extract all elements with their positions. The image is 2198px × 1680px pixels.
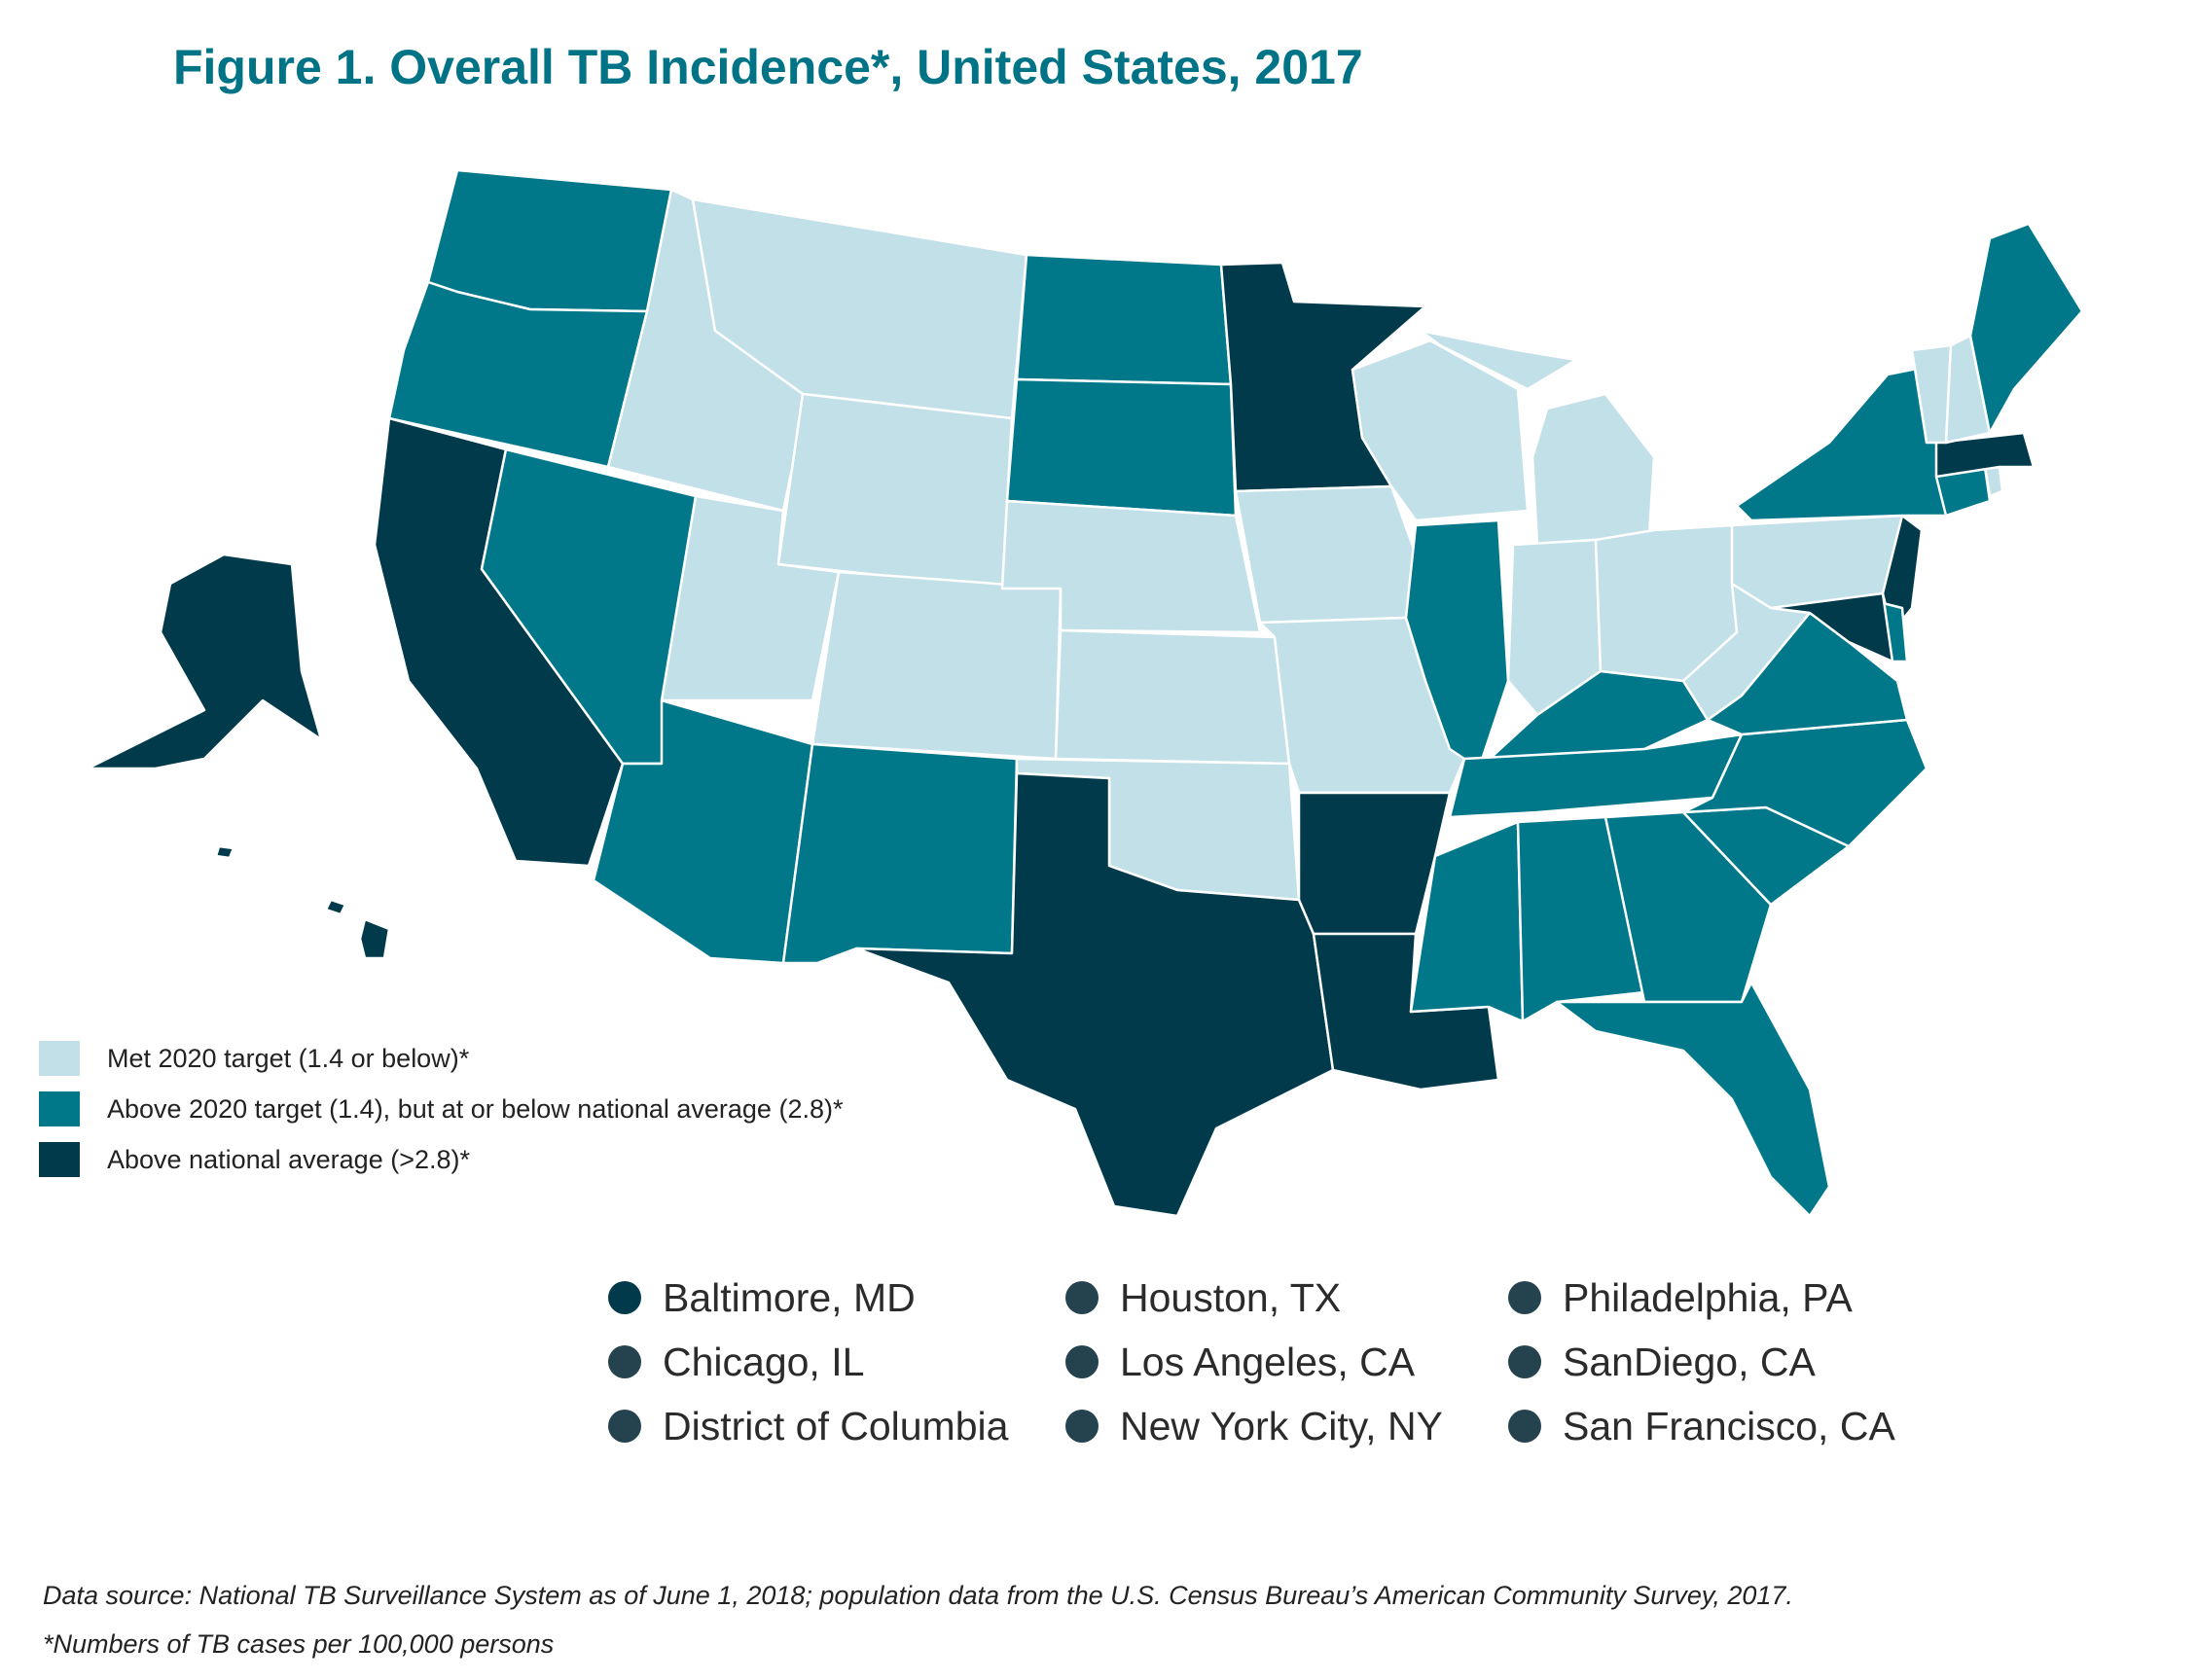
- state-HI[interactable]: [214, 844, 391, 960]
- city-item: SanDiego, CA: [1508, 1339, 1917, 1385]
- city-item: Philadelphia, PA: [1508, 1274, 1917, 1321]
- state-GA[interactable]: [1603, 810, 1773, 1004]
- legend: Met 2020 target (1.4 or below)* Above 20…: [39, 1033, 843, 1185]
- city-label: District of Columbia: [663, 1403, 1009, 1448]
- city-dot-icon: [608, 1410, 641, 1443]
- city-dot-icon: [608, 1281, 641, 1314]
- legend-item-above-national: Above national average (>2.8)*: [39, 1134, 843, 1185]
- city-dot-icon: [1065, 1410, 1099, 1443]
- legend-swatch: [39, 1142, 80, 1177]
- footnote: *Numbers of TB cases per 100,000 persons: [43, 1629, 555, 1659]
- state-ME[interactable]: [1968, 222, 2084, 435]
- figure-title: Figure 1. Overall TB Incidence*, United …: [173, 40, 1363, 94]
- city-label: Chicago, IL: [663, 1339, 865, 1384]
- state-WA[interactable]: [426, 168, 673, 313]
- state-MIU[interactable]: [1419, 329, 1578, 391]
- state-CO[interactable]: [811, 570, 1063, 761]
- city-list: Baltimore, MD Houston, TX Philadelphia, …: [608, 1274, 1917, 1449]
- state-WY[interactable]: [776, 392, 1014, 590]
- city-label: New York City, NY: [1120, 1403, 1443, 1448]
- legend-label: Above national average (>2.8)*: [107, 1144, 471, 1174]
- state-MS[interactable]: [1409, 820, 1525, 1023]
- state-AL[interactable]: [1516, 815, 1646, 1023]
- legend-item-met-target: Met 2020 target (1.4 or below)*: [39, 1033, 843, 1084]
- legend-swatch: [39, 1041, 80, 1076]
- city-dot-icon: [1065, 1345, 1099, 1378]
- city-label: Philadelphia, PA: [1563, 1274, 1853, 1320]
- city-label: San Francisco, CA: [1563, 1403, 1895, 1448]
- us-choropleth-map: [86, 168, 2084, 1218]
- legend-label: Met 2020 target (1.4 or below)*: [107, 1043, 470, 1073]
- state-ND[interactable]: [1015, 253, 1233, 386]
- city-label: Houston, TX: [1120, 1274, 1342, 1320]
- state-TX[interactable]: [854, 771, 1335, 1218]
- legend-swatch: [39, 1091, 80, 1126]
- state-KS[interactable]: [1054, 628, 1291, 766]
- legend-item-above-target: Above 2020 target (1.4), but at or below…: [39, 1084, 843, 1134]
- state-AK[interactable]: [86, 553, 323, 770]
- state-MA[interactable]: [1934, 431, 2036, 479]
- city-dot-icon: [1508, 1281, 1541, 1314]
- city-dot-icon: [1065, 1281, 1099, 1314]
- city-item: New York City, NY: [1065, 1403, 1508, 1449]
- state-FL[interactable]: [1555, 981, 1831, 1218]
- state-LA[interactable]: [1312, 932, 1500, 1091]
- state-NM[interactable]: [781, 742, 1019, 965]
- city-item: Baltimore, MD: [608, 1274, 1065, 1321]
- state-SD[interactable]: [1005, 377, 1238, 518]
- state-MI[interactable]: [1531, 392, 1656, 547]
- city-label: Baltimore, MD: [663, 1274, 916, 1320]
- city-item: District of Columbia: [608, 1403, 1065, 1449]
- city-dot-icon: [1508, 1410, 1541, 1443]
- state-MD[interactable]: [1769, 591, 1894, 663]
- city-dot-icon: [1508, 1345, 1541, 1378]
- data-source-note: Data source: National TB Surveillance Sy…: [43, 1581, 1793, 1610]
- legend-label: Above 2020 target (1.4), but at or below…: [107, 1093, 844, 1124]
- city-item: Los Angeles, CA: [1065, 1339, 1508, 1385]
- state-IA[interactable]: [1234, 484, 1418, 625]
- city-item: San Francisco, CA: [1508, 1403, 1917, 1449]
- city-label: SanDiego, CA: [1563, 1339, 1816, 1384]
- city-dot-icon: [608, 1345, 641, 1378]
- city-item: Houston, TX: [1065, 1274, 1508, 1321]
- city-item: Chicago, IL: [608, 1339, 1065, 1385]
- state-NY[interactable]: [1735, 363, 1948, 522]
- city-label: Los Angeles, CA: [1120, 1339, 1416, 1384]
